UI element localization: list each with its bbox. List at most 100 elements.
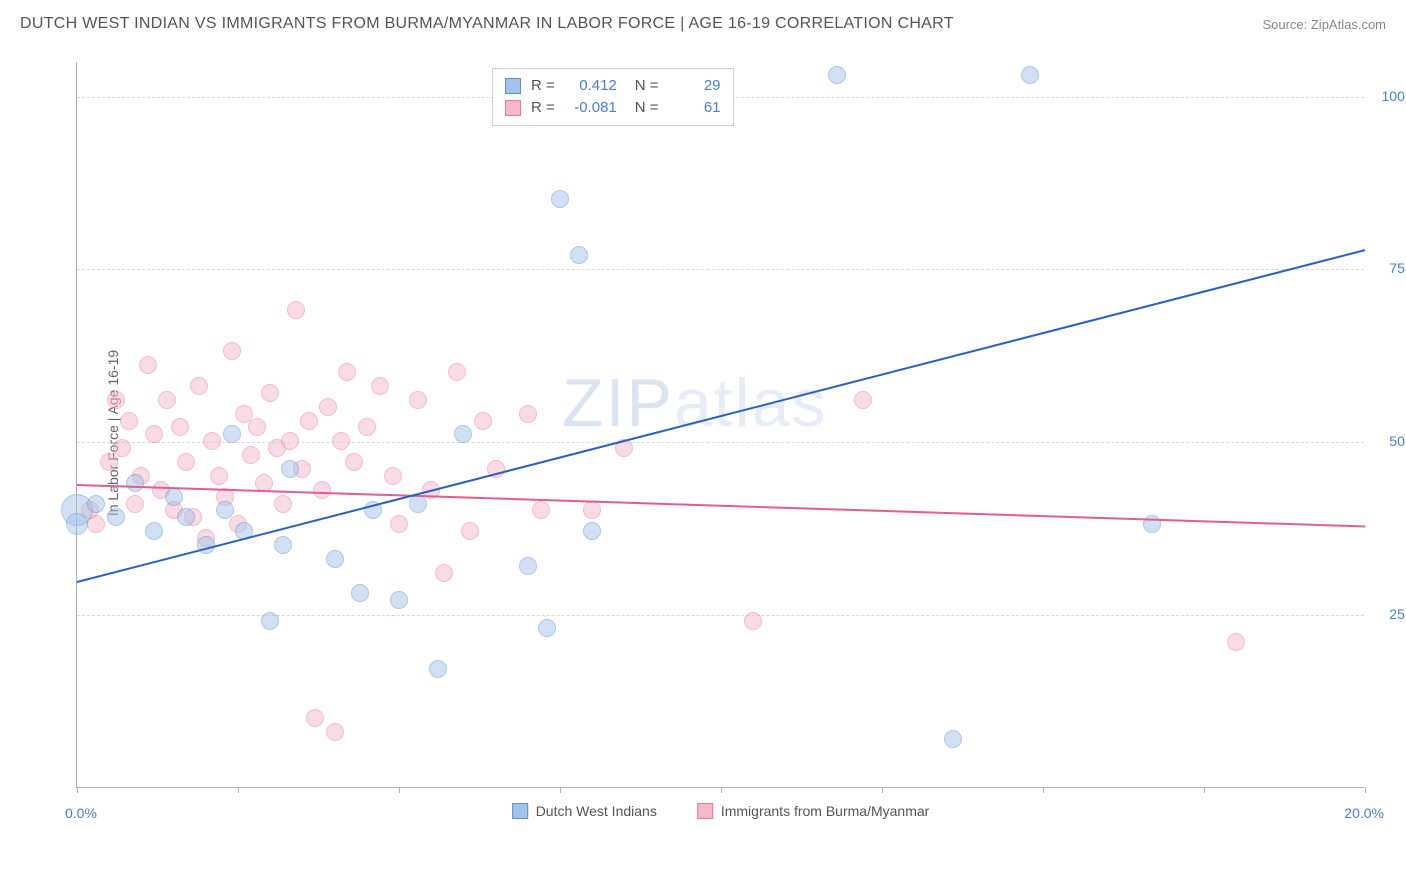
scatter-point-blue [274,536,292,554]
scatter-point-blue [223,425,241,443]
scatter-point-blue [326,550,344,568]
scatter-point-pink [519,405,537,423]
scatter-point-pink [113,439,131,457]
scatter-point-pink [583,501,601,519]
scatter-point-pink [313,481,331,499]
stats-row-pink: R = -0.081 N = 61 [505,97,721,119]
legend-label-blue: Dutch West Indians [536,803,657,819]
scatter-point-blue [828,66,846,84]
scatter-point-pink [461,522,479,540]
scatter-point-pink [139,356,157,374]
scatter-point-pink [287,301,305,319]
scatter-point-pink [248,418,266,436]
scatter-point-blue [570,246,588,264]
trend-line-blue [77,249,1365,583]
swatch-pink [697,803,713,819]
x-tick [1204,787,1205,793]
scatter-point-blue [66,513,88,535]
scatter-point-pink [1227,633,1245,651]
scatter-point-pink [326,723,344,741]
x-tick [882,787,883,793]
scatter-point-pink [158,391,176,409]
scatter-point-pink [203,432,221,450]
scatter-point-pink [100,453,118,471]
y-tick-label: 50.0% [1389,433,1406,449]
scatter-point-pink [338,363,356,381]
x-label-max: 20.0% [1344,805,1384,821]
watermark: ZIPatlas [562,364,827,442]
scatter-point-pink [332,432,350,450]
scatter-point-pink [474,412,492,430]
scatter-point-blue [216,501,234,519]
scatter-point-pink [345,453,363,471]
scatter-point-pink [854,391,872,409]
scatter-point-pink [261,384,279,402]
scatter-point-pink [448,363,466,381]
scatter-point-blue [177,508,195,526]
x-tick [1043,787,1044,793]
n-value-blue: 29 [669,75,721,97]
swatch-blue [512,803,528,819]
swatch-blue [505,78,521,94]
legend-item-blue: Dutch West Indians [512,803,657,819]
chart-container: In Labor Force | Age 16-19 ZIPatlas R = … [48,48,1386,818]
scatter-point-pink [171,418,189,436]
scatter-point-blue [351,584,369,602]
x-label-min: 0.0% [65,805,97,821]
scatter-point-blue [538,619,556,637]
scatter-point-blue [165,488,183,506]
swatch-pink [505,100,521,116]
x-tick [1365,787,1366,793]
scatter-point-blue [145,522,163,540]
scatter-point-blue [281,460,299,478]
bottom-legend: Dutch West Indians Immigrants from Burma… [512,803,930,819]
trend-line-pink [77,484,1365,527]
scatter-point-blue [390,591,408,609]
scatter-point-blue [87,495,105,513]
scatter-point-pink [435,564,453,582]
scatter-point-blue [429,660,447,678]
scatter-point-pink [177,453,195,471]
scatter-point-blue [583,522,601,540]
x-tick [238,787,239,793]
scatter-point-pink [223,342,241,360]
scatter-point-pink [107,391,125,409]
stats-row-blue: R = 0.412 N = 29 [505,75,721,97]
r-value-pink: -0.081 [565,97,617,119]
scatter-point-pink [300,412,318,430]
y-tick-label: 100.0% [1382,88,1406,104]
chart-title: DUTCH WEST INDIAN VS IMMIGRANTS FROM BUR… [20,15,954,33]
header: DUTCH WEST INDIAN VS IMMIGRANTS FROM BUR… [0,0,1406,48]
scatter-point-pink [744,612,762,630]
n-value-pink: 61 [669,97,721,119]
r-value-blue: 0.412 [565,75,617,97]
y-tick-label: 25.0% [1389,606,1406,622]
scatter-point-blue [1021,66,1039,84]
scatter-point-blue [454,425,472,443]
scatter-point-blue [126,474,144,492]
scatter-point-pink [319,398,337,416]
x-tick [721,787,722,793]
x-tick [399,787,400,793]
scatter-point-blue [551,190,569,208]
x-tick [560,787,561,793]
source-label: Source: ZipAtlas.com [1262,17,1386,32]
scatter-point-pink [281,432,299,450]
scatter-point-blue [107,508,125,526]
scatter-point-pink [409,391,427,409]
scatter-point-blue [944,730,962,748]
scatter-point-pink [242,446,260,464]
stats-legend: R = 0.412 N = 29 R = -0.081 N = 61 [492,68,734,126]
scatter-point-pink [190,377,208,395]
scatter-point-blue [519,557,537,575]
legend-label-pink: Immigrants from Burma/Myanmar [721,803,929,819]
legend-item-pink: Immigrants from Burma/Myanmar [697,803,929,819]
scatter-point-pink [120,412,138,430]
scatter-point-pink [390,515,408,533]
scatter-point-pink [210,467,228,485]
scatter-point-pink [126,495,144,513]
grid-line [77,269,1364,270]
scatter-point-pink [274,495,292,513]
scatter-point-pink [145,425,163,443]
scatter-point-pink [371,377,389,395]
